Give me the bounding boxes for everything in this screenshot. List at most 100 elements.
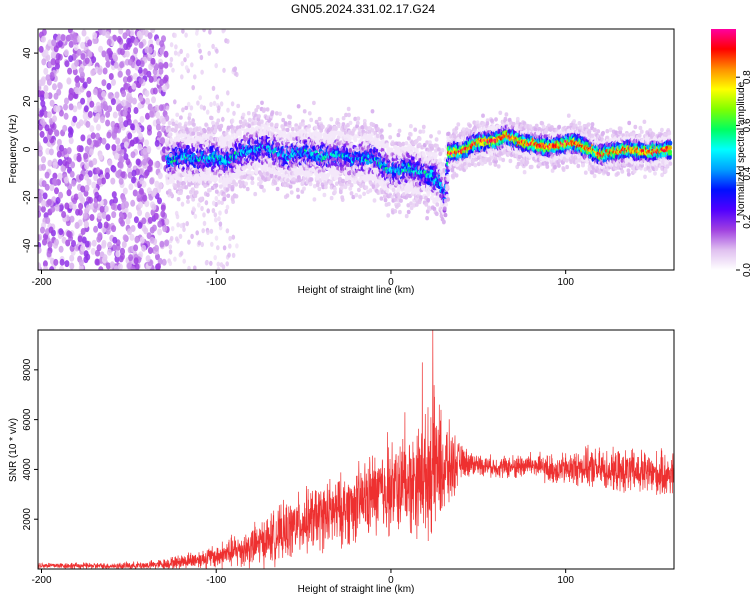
spectrogram-noise-cell	[82, 212, 88, 220]
spectrogram-signal-cell	[312, 100, 316, 106]
spectrogram-noise-cell	[58, 245, 64, 253]
spectrogram-noise-cell	[221, 116, 225, 122]
spectrogram-noise-cell	[121, 196, 127, 204]
spectrogram-signal-cell	[211, 120, 215, 126]
spectrogram-noise-cell	[137, 209, 143, 217]
spectrogram-noise-cell	[209, 101, 213, 107]
spectrogram-noise-cell	[181, 107, 185, 113]
spectrogram-noise-cell	[222, 245, 227, 251]
spectrogram-signal-cell	[262, 188, 266, 193]
spectrogram-signal-cell	[205, 192, 210, 197]
spectrogram-noise-cell	[179, 223, 184, 229]
spectrogram-noise-cell	[133, 38, 139, 46]
spectrogram-noise-cell	[174, 236, 179, 242]
spectrogram-noise-cell	[101, 50, 107, 58]
spectrogram-signal-cell	[191, 197, 196, 202]
spectrogram-noise-cell	[94, 140, 100, 148]
spectrogram-noise-cell	[57, 40, 63, 48]
spectrogram-signal-cell	[286, 178, 290, 183]
spectrogram-noise-cell	[144, 139, 150, 147]
spectrogram-noise-cell	[216, 266, 221, 270]
spectrogram-noise-cell	[43, 136, 48, 144]
spectrogram-noise-cell	[111, 165, 117, 173]
spectrogram-noise-cell	[52, 179, 58, 187]
spectrogram-noise-cell	[107, 92, 113, 100]
spectrogram-signal-cell	[349, 191, 354, 196]
spectrogram-noise-cell	[195, 230, 199, 236]
spectrogram-noise-cell	[138, 201, 143, 209]
spectrogram-signal-cell	[357, 187, 361, 193]
spectrogram-noise-cell	[84, 57, 90, 65]
spectrogram-noise-cell	[137, 143, 143, 151]
spectrogram-noise-cell	[225, 228, 230, 234]
spectrogram-noise-cell	[132, 73, 138, 80]
spectrogram-noise-cell	[154, 244, 159, 252]
spectrogram-noise-cell	[91, 56, 97, 64]
spectrogram-signal-cell	[184, 185, 189, 190]
spectrogram-noise-cell	[102, 101, 108, 108]
spectrogram-noise-cell	[50, 205, 56, 213]
spectrogram-signal-cell	[379, 128, 384, 133]
spectrogram-noise-cell	[117, 263, 123, 270]
spectrogram-noise-cell	[193, 265, 197, 270]
spectrogram-noise-cell	[128, 96, 134, 104]
spectrogram-signal-cell	[387, 122, 392, 128]
spectrogram-noise-cell	[71, 240, 76, 247]
spectrogram-signal-cell	[326, 172, 331, 178]
spectrogram-noise-cell	[156, 130, 162, 138]
spectrogram-noise-cell	[39, 94, 45, 102]
spectrogram-noise-cell	[161, 117, 167, 125]
spectrogram-noise-cell	[113, 126, 119, 134]
spectrogram-noise-cell	[200, 69, 204, 75]
spectrogram-noise-cell	[164, 239, 170, 247]
spectrogram-signal-cell	[302, 109, 307, 114]
spectrogram-noise-cell	[202, 220, 207, 226]
spectrogram-noise-cell	[157, 197, 162, 205]
spectrogram-noise-cell	[170, 226, 175, 232]
spectrogram-signal-cell	[349, 183, 354, 188]
spectrogram-noise-cell	[74, 59, 80, 67]
spectrogram-noise-cell	[218, 225, 223, 231]
spectrogram-noise-cell	[174, 44, 178, 50]
spectrogram-noise-cell	[95, 132, 101, 140]
spectrogram-noise-cell	[153, 212, 159, 220]
spectrogram-noise-cell	[62, 159, 68, 167]
spectrogram-noise-cell	[158, 62, 163, 70]
spectrogram-noise-cell	[46, 198, 52, 206]
spectrogram-noise-cell	[102, 67, 108, 75]
spectrogram-noise-cell	[160, 210, 166, 218]
spectrogram-noise-cell	[211, 43, 215, 50]
spectrogram-noise-cell	[137, 221, 143, 229]
spectrogram-signal-cell	[296, 104, 301, 109]
spectrogram-noise-cell	[123, 43, 129, 51]
spectrogram-signal-cell	[386, 201, 391, 207]
spectrogram-noise-cell	[179, 48, 183, 55]
spectrogram-noise-cell	[74, 222, 80, 229]
spectrogram-noise-cell	[64, 60, 70, 68]
spectrogram-noise-cell	[106, 82, 112, 90]
spectrogram-signal-cell	[226, 193, 231, 198]
spectrogram-noise-cell	[68, 40, 74, 48]
spectrogram-noise-cell	[41, 163, 46, 171]
spectrogram-noise-cell	[210, 241, 214, 247]
spectrogram-noise-cell	[68, 55, 74, 63]
spectrogram-signal-cell	[269, 122, 274, 127]
spectrogram-signal-cell	[288, 184, 293, 189]
spectrogram-noise-cell	[160, 137, 165, 145]
spectrogram-noise-cell	[197, 202, 201, 208]
spectrogram-noise-cell	[105, 110, 111, 118]
spectrogram-noise-cell	[216, 245, 220, 251]
spectrogram-noise-cell	[211, 200, 216, 206]
spectrogram-noise-cell	[130, 151, 136, 159]
spectrogram-noise-cell	[105, 143, 111, 151]
spectrogram-noise-cell	[110, 177, 116, 185]
spectrogram-noise-cell	[159, 40, 165, 48]
spectrogram-signal-cell	[302, 186, 306, 191]
spectrogram-noise-cell	[94, 258, 100, 266]
spectrogram-noise-cell	[123, 120, 129, 128]
spectrogram-noise-cell	[86, 178, 92, 186]
spectrogram-cells	[38, 29, 673, 270]
spectrogram-noise-cell	[207, 50, 211, 56]
spectrogram-noise-cell	[184, 65, 189, 71]
spectrogram-signal-cell	[168, 153, 173, 158]
